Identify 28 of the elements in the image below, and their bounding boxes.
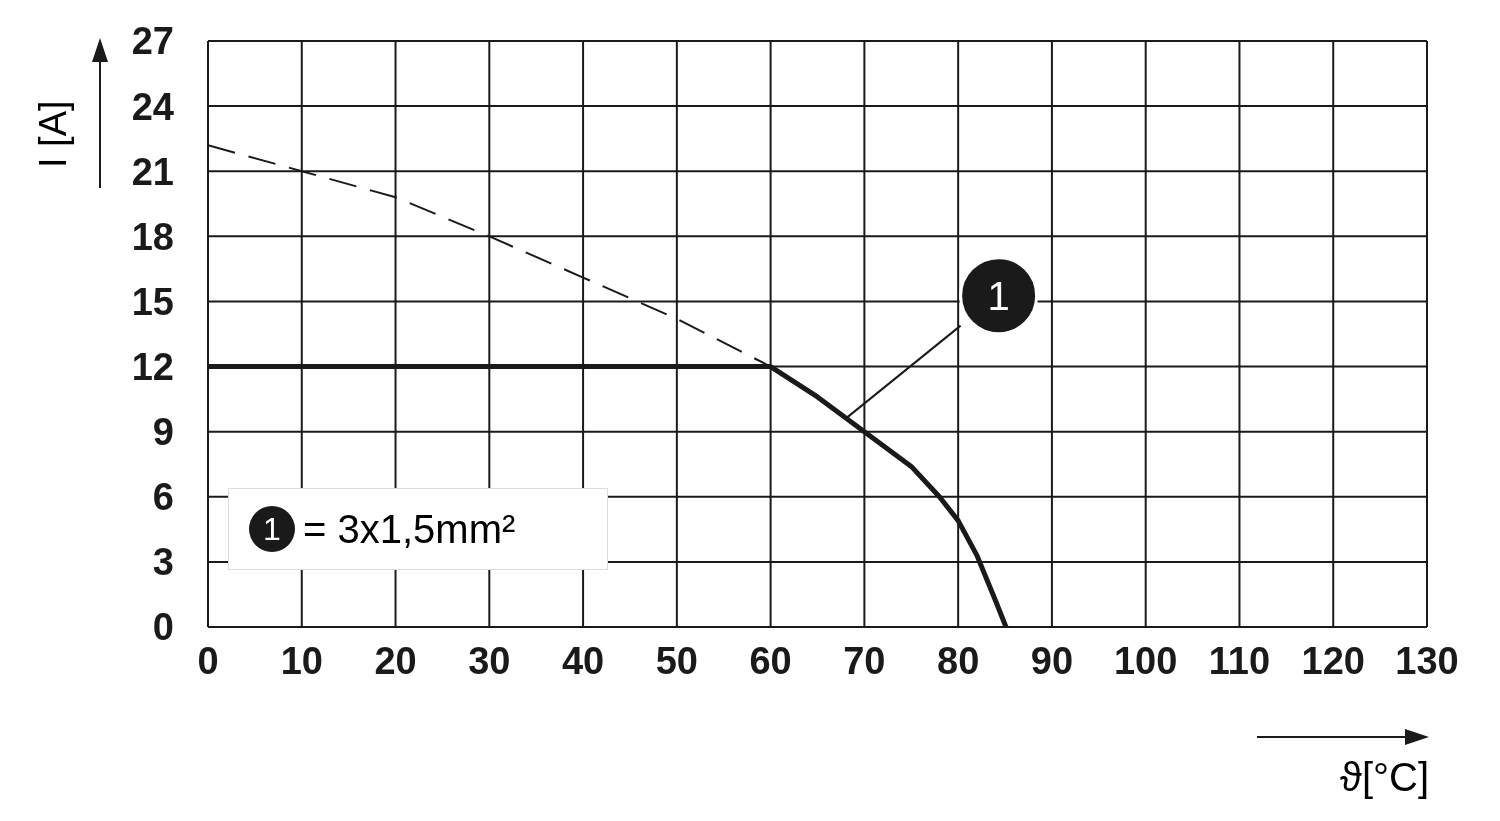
x-tick-label: 100 bbox=[1113, 639, 1178, 682]
x-tick-label: 60 bbox=[749, 639, 792, 682]
x-tick-label: 30 bbox=[468, 639, 511, 682]
x-tick-label: 90 bbox=[1030, 639, 1074, 682]
x-axis-title: ϑ[°C] bbox=[1340, 755, 1429, 800]
x-tick-label: 20 bbox=[374, 639, 417, 682]
y-tick-label: 6 bbox=[152, 476, 174, 519]
y-tick-label: 27 bbox=[131, 20, 174, 63]
x-tick-label: 80 bbox=[937, 639, 980, 682]
x-tick-label: 130 bbox=[1395, 639, 1459, 682]
annotation: 1 = 3x1,5mm² bbox=[262, 506, 516, 552]
y-tick-label: 18 bbox=[131, 215, 174, 258]
y-tick-label: 9 bbox=[152, 411, 174, 454]
annotation: 1 bbox=[987, 273, 1010, 318]
x-tick-label: 10 bbox=[280, 639, 323, 682]
y-tick-label: 12 bbox=[131, 346, 174, 389]
y-tick-label: 24 bbox=[131, 85, 174, 128]
y-tick-label: 3 bbox=[152, 541, 174, 584]
y-tick-label: 21 bbox=[131, 150, 174, 193]
x-tick-label: 50 bbox=[655, 639, 698, 682]
y-axis-title: I [A] bbox=[32, 100, 75, 168]
y-tick-label: 15 bbox=[131, 280, 174, 323]
x-tick-label: 120 bbox=[1301, 639, 1365, 682]
x-tick-label: 110 bbox=[1208, 639, 1271, 682]
x-tick-label: 0 bbox=[197, 639, 219, 682]
y-tick-label: 0 bbox=[152, 606, 174, 649]
x-tick-label: 70 bbox=[843, 639, 886, 682]
x-tick-label: 40 bbox=[561, 639, 605, 682]
